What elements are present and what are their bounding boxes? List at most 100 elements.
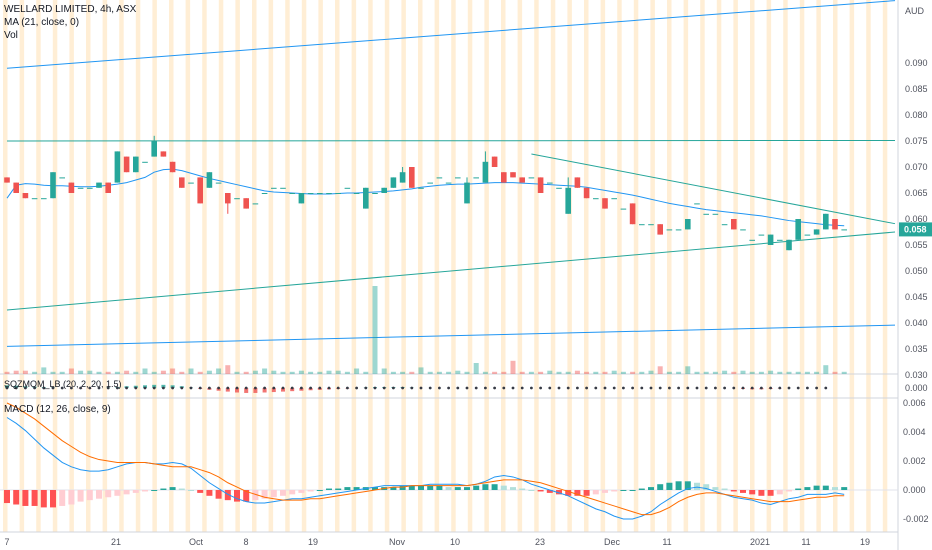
candle: [123, 156, 130, 173]
candle-body: [317, 193, 323, 194]
sqzmom-dot: [355, 386, 358, 390]
macd-hist-bar: [648, 487, 654, 490]
sqzmom-dot: [750, 386, 754, 390]
candle: [813, 229, 820, 235]
macd-hist-bar: [316, 490, 323, 491]
macd-hist-bar: [188, 490, 194, 491]
candles: [4, 135, 847, 251]
sqzmom-dot: [677, 386, 680, 390]
candle: [712, 213, 719, 215]
session-band: [584, 0, 589, 532]
macd-tick: 0.004: [903, 427, 926, 437]
candle: [381, 187, 387, 193]
volume-bar: [832, 371, 838, 374]
candle-body: [243, 198, 249, 209]
volume-bar: [271, 370, 277, 374]
volume-bar: [326, 370, 332, 374]
trendlines[interactable]: [6, 0, 896, 347]
macd-legend[interactable]: MACD (12, 26, close, 9): [4, 404, 111, 415]
sqzmom-dot: [70, 386, 73, 390]
macd-hist-bar: [353, 487, 360, 490]
sqzmom-dot: [594, 386, 598, 390]
session-band: [882, 0, 888, 532]
session-band: [418, 0, 423, 532]
macd-hist-bar: [436, 485, 443, 490]
ma-legend[interactable]: MA (21, close, 0): [4, 17, 80, 28]
candle: [749, 239, 755, 241]
candle: [501, 172, 507, 183]
candle: [464, 177, 470, 204]
candle: [777, 239, 783, 241]
sqzmom-bar: [225, 388, 230, 392]
macd-hist-bar: [528, 490, 535, 491]
macd-hist-bar: [114, 490, 121, 496]
sqzmom-dot: [511, 386, 515, 390]
price-axis[interactable]: AUD0.0900.0850.0800.0750.0700.0650.0600.…: [899, 0, 932, 550]
time-label: 2021: [750, 537, 770, 547]
macd-hist-bar: [77, 490, 84, 502]
time-axis[interactable]: 7 21 Oct 8 19 Nov 10 23 Dec 11 2021 11 19: [4, 537, 870, 547]
volume-bar: [252, 370, 258, 374]
macd-hist-bar: [758, 490, 765, 496]
time-label: 23: [535, 537, 545, 547]
session-band: [833, 0, 838, 532]
macd-hist-bar: [684, 481, 691, 490]
macd-hist-bar: [372, 487, 378, 490]
candle: [169, 161, 176, 173]
sqzmom-dot: [208, 386, 211, 390]
macd-hist-bar: [712, 487, 719, 490]
volume-bar: [602, 371, 608, 374]
candle-body: [777, 239, 783, 241]
vol-legend[interactable]: Vol: [4, 30, 18, 41]
volume-bar: [409, 371, 415, 374]
candle-body: [399, 172, 406, 183]
volume-bar: [381, 368, 387, 374]
candle-body: [390, 177, 397, 188]
macd-hist-bar: [694, 482, 700, 490]
candle: [344, 187, 351, 189]
candle-body: [767, 234, 774, 245]
candle-body: [786, 239, 792, 251]
volume-bar: [648, 370, 654, 374]
candle: [583, 187, 590, 199]
sqzmom-dot: [401, 386, 404, 390]
candle: [528, 177, 535, 179]
macd-hist-bar: [813, 485, 820, 490]
session-band: [617, 0, 622, 532]
candle-body: [225, 193, 231, 204]
sqzmom-dot: [198, 386, 202, 390]
macd-hist-bar: [427, 485, 434, 490]
sqzmom-dot: [520, 386, 524, 390]
candle-body: [418, 187, 424, 189]
session-band: [102, 0, 108, 532]
candle-body: [13, 182, 19, 193]
candle: [13, 182, 19, 193]
macd-hist-bar: [408, 485, 415, 490]
volume-bar: [298, 370, 304, 374]
candle: [758, 234, 765, 236]
volume-bar: [556, 371, 562, 374]
macd-hist-bar: [675, 481, 682, 490]
macd-hist-bar: [611, 490, 618, 492]
sqzmom-legend[interactable]: SQZMOM_LB (20, 2, 20, 1.5): [4, 379, 122, 389]
macd-hist-bar: [583, 490, 590, 496]
symbol-legend[interactable]: WELLARD LIMITED, 4h, ASX: [4, 4, 137, 15]
sqzmom-dot: [502, 386, 506, 390]
ma21-line: [6, 168, 845, 227]
candle-body: [114, 151, 121, 183]
macd-hist-bar: [132, 490, 139, 493]
sqzmom-dot: [189, 386, 193, 390]
candle-body: [169, 161, 176, 173]
volume-bar: [197, 371, 203, 374]
price-tick: 0.050: [905, 266, 928, 276]
session-band: [650, 0, 655, 532]
candle: [841, 229, 847, 231]
volume-bar: [124, 370, 130, 374]
sqzmom-dot: [557, 386, 561, 390]
time-label: 10: [450, 537, 460, 547]
macd-hist-bar: [252, 490, 259, 501]
candle: [473, 177, 479, 179]
macd-hist-bar: [592, 490, 599, 495]
